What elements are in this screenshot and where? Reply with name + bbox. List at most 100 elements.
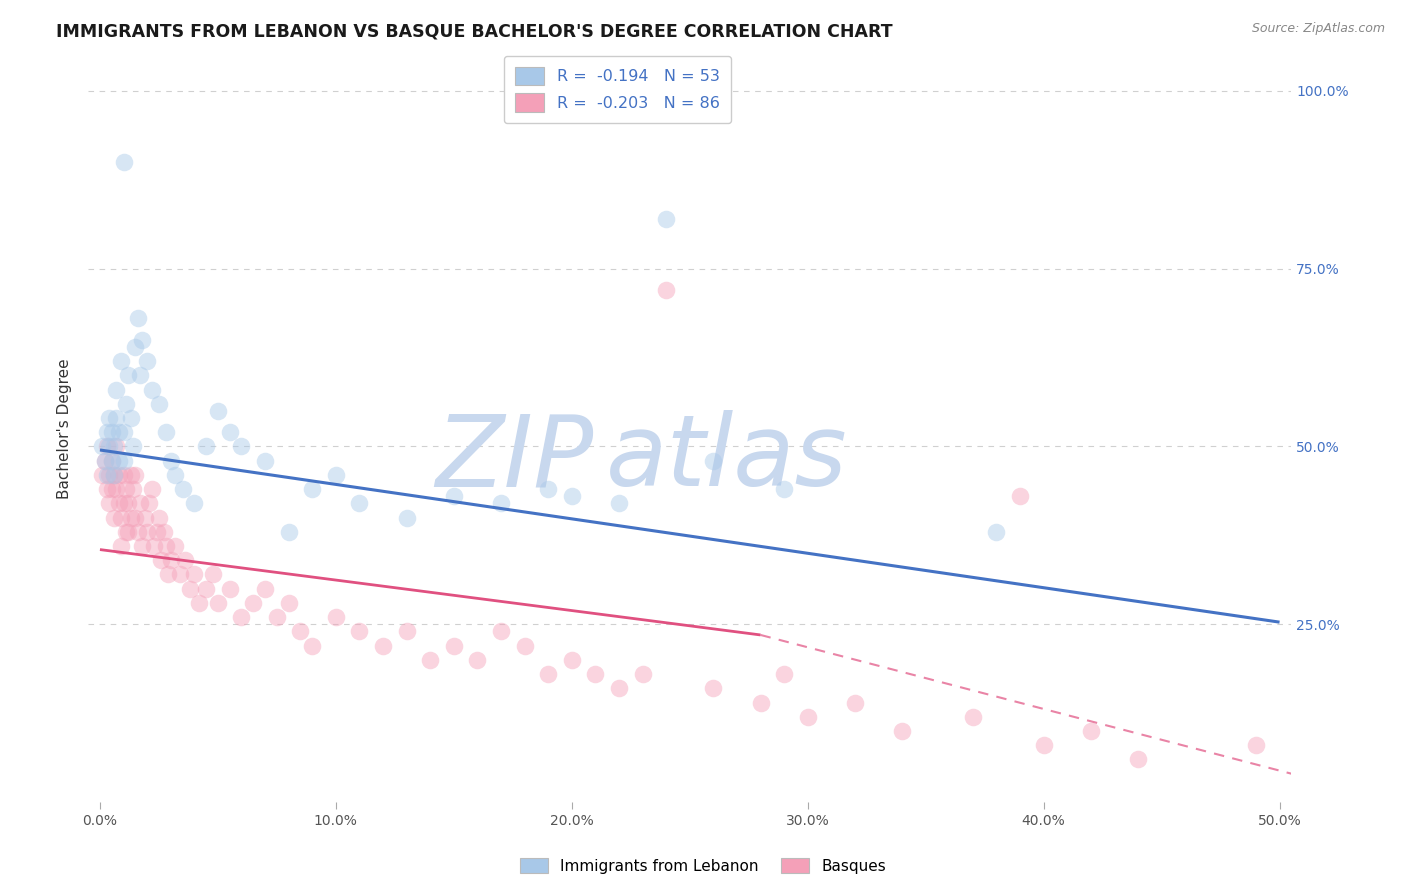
Point (105, 482, 128, 496)
Point (395, 624, 418, 639)
Point (124, 510, 146, 524)
Point (108, 425, 131, 440)
Point (122, 439, 145, 453)
Point (159, 453, 181, 467)
Point (231, 439, 253, 453)
Point (290, 624, 312, 639)
Y-axis label: Bachelor's Degree: Bachelor's Degree (58, 359, 72, 499)
Point (195, 439, 218, 453)
Point (120, 510, 142, 524)
Point (157, 567, 180, 582)
Point (242, 596, 264, 610)
Point (110, 354, 132, 368)
Point (117, 524, 139, 539)
Point (1244, 738, 1267, 752)
Point (537, 482, 560, 496)
Point (607, 496, 630, 510)
Point (1032, 738, 1054, 752)
Point (155, 425, 177, 440)
Point (173, 553, 195, 567)
Point (195, 582, 218, 596)
Point (277, 596, 299, 610)
Point (702, 453, 724, 467)
Point (134, 510, 156, 524)
Text: ZIP: ZIP (436, 410, 593, 507)
Point (218, 425, 240, 440)
Point (103, 510, 125, 524)
Point (1080, 723, 1102, 738)
Point (165, 467, 187, 482)
Point (325, 610, 347, 624)
Point (100, 453, 122, 467)
Point (91, 467, 114, 482)
Point (115, 397, 138, 411)
Point (100, 482, 122, 496)
Point (98, 411, 121, 425)
Point (129, 496, 152, 510)
Point (655, 211, 678, 226)
Point (301, 482, 323, 496)
Point (120, 467, 142, 482)
Point (112, 467, 135, 482)
Point (100, 453, 122, 467)
Point (1008, 489, 1031, 503)
Point (773, 667, 796, 681)
Point (120, 411, 142, 425)
Point (395, 510, 418, 524)
Point (112, 154, 135, 169)
Point (148, 397, 170, 411)
Point (117, 496, 139, 510)
Point (131, 539, 153, 553)
Point (105, 383, 128, 397)
Point (749, 696, 772, 710)
Point (96, 467, 118, 482)
Point (127, 524, 149, 539)
Point (702, 681, 724, 696)
Point (773, 482, 796, 496)
Point (124, 467, 146, 482)
Point (183, 567, 205, 582)
Point (891, 723, 914, 738)
Point (561, 489, 583, 503)
Point (207, 596, 229, 610)
Point (325, 467, 347, 482)
Point (513, 639, 536, 653)
Point (986, 524, 1008, 539)
Point (141, 482, 163, 496)
Point (110, 510, 132, 524)
Text: atlas: atlas (606, 410, 848, 507)
Point (105, 411, 128, 425)
Point (110, 539, 132, 553)
Point (655, 283, 678, 297)
Point (131, 333, 153, 347)
Point (1126, 752, 1149, 766)
Point (349, 496, 371, 510)
Point (127, 311, 149, 326)
Point (537, 667, 560, 681)
Point (100, 425, 122, 440)
Point (112, 425, 135, 440)
Point (183, 496, 205, 510)
Point (96, 425, 118, 440)
Point (607, 681, 630, 696)
Point (419, 653, 441, 667)
Point (172, 482, 194, 496)
Point (443, 639, 465, 653)
Point (98, 496, 121, 510)
Point (108, 453, 131, 467)
Point (150, 553, 173, 567)
Point (231, 610, 253, 624)
Point (98, 467, 121, 482)
Point (148, 510, 170, 524)
Point (112, 496, 135, 510)
Point (93, 453, 115, 467)
Point (301, 639, 323, 653)
Point (145, 524, 167, 539)
Point (266, 610, 288, 624)
Point (371, 639, 394, 653)
Point (277, 524, 299, 539)
Point (207, 404, 229, 418)
Point (561, 653, 583, 667)
Point (122, 482, 145, 496)
Point (152, 524, 174, 539)
